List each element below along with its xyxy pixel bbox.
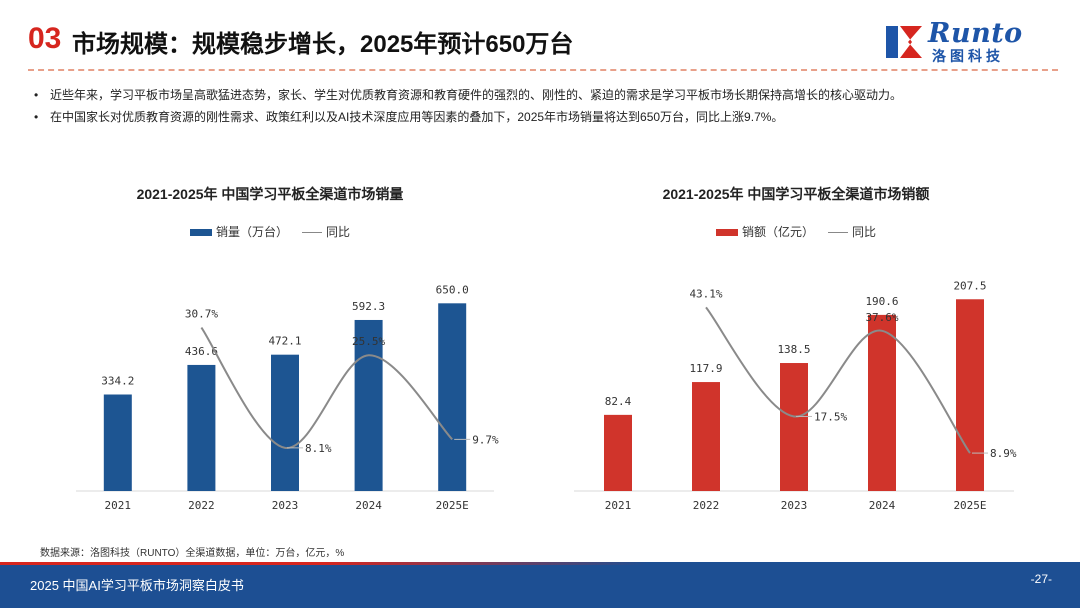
yoy-value-label: 30.7% [185,308,218,321]
bar-value-label: 334.2 [101,374,134,387]
bar [956,299,984,491]
page-header: 03 市场规模：规模稳步增长，2025年预计650万台 Runto 洛图科技 [0,0,1080,80]
logo-brand-text: Runto [928,18,1023,49]
legend-line-swatch [828,232,848,234]
section-number: 03 [28,22,62,55]
bar [604,414,632,491]
bullet-text: 在中国家长对优质教育资源的刚性需求、政策红利以及AI技术深度应用等因素的叠加下，… [50,110,784,124]
yoy-value-label: 43.1% [689,287,722,300]
header-divider [28,69,1058,71]
bar-value-label: 472.1 [268,335,301,348]
page-title: 市场规模：规模稳步增长，2025年预计650万台 [72,31,574,58]
legend-bar-label: 销额（亿元） [741,225,814,239]
bar-value-label: 436.6 [185,345,218,358]
chart-legend: 销额（亿元） 同比 [566,223,1026,240]
chart-plot: 334.2 436.6 472.1 592.3 650.0 30.7% 8.1% 25.5% 9… [76,283,499,512]
x-tick-label: 2022 [693,499,720,512]
bar-value-label: 207.5 [953,279,986,292]
bar [354,319,383,491]
legend-line-label: 同比 [852,225,877,239]
footer-stripe [0,562,1080,565]
x-tick-label: 2023 [781,499,808,512]
yoy-value-label: 8.9% [990,447,1017,460]
x-tick-label: 2025E [436,499,469,512]
sales-volume-chart: 2021-2025年 中国学习平板全渠道市场销量 销量（万台） 同比 334.2 4… [30,170,510,520]
legend-line-label: 同比 [326,225,351,239]
footer-title: 2025 中国AI学习平板市场洞察白皮书 [30,578,244,593]
data-source-note: 数据来源：洛图科技（RUNTO）全渠道数据，单位：万台，亿元，% [40,548,345,559]
chart-title: 2021-2025年 中国学习平板全渠道市场销额 [662,186,930,202]
sales-value-chart: 2021-2025年 中国学习平板全渠道市场销额 销额（亿元） 同比 82.4 11… [566,170,1026,520]
bullet-list: • 近些年来，学习平板市场呈高歌猛进态势，家长、学生对优质教育资源和教育硬件的强… [34,84,1064,128]
bar [780,363,808,491]
yoy-value-label: 37.6% [865,311,898,324]
bar-value-label: 650.0 [436,283,469,296]
bar [692,382,720,491]
bar-value-label: 82.4 [605,395,632,408]
legend-line-swatch [302,232,322,234]
runto-logo: Runto 洛图科技 [884,18,1054,66]
page-number: -27- [1030,572,1052,586]
x-tick-label: 2023 [272,499,299,512]
yoy-value-label: 9.7% [472,433,499,446]
yoy-growth-line [705,306,971,454]
legend-bar-swatch [189,229,212,237]
bar [187,364,216,491]
x-tick-label: 2025E [953,499,986,512]
x-tick-label: 2021 [605,499,632,512]
bullet-dot: • [34,110,39,124]
bullet-text: 近些年来，学习平板市场呈高歌猛进态势，家长、学生对优质教育资源和教育硬件的强烈的… [50,88,903,102]
x-tick-label: 2024 [355,499,382,512]
bar-value-label: 190.6 [865,295,898,308]
bullet-dot: • [34,88,39,102]
bar-value-label: 117.9 [689,362,722,375]
runto-logo-icon [886,26,922,58]
chart-title: 2021-2025年 中国学习平板全渠道市场销量 [136,186,404,202]
legend-bar-swatch [715,229,738,237]
x-tick-label: 2022 [188,499,215,512]
bar [868,314,896,491]
bullet-item: • 在中国家长对优质教育资源的刚性需求、政策红利以及AI技术深度应用等因素的叠加… [34,106,1064,128]
logo-chinese-text: 洛图科技 [932,48,1004,64]
bar [438,303,467,491]
bar-value-label: 138.5 [777,343,810,356]
x-tick-label: 2024 [869,499,896,512]
bar-value-label: 592.3 [352,300,385,313]
yoy-growth-line [200,326,453,449]
bullet-item: • 近些年来，学习平板市场呈高歌猛进态势，家长、学生对优质教育资源和教育硬件的强… [34,84,1064,106]
yoy-value-label: 17.5% [814,410,847,423]
bar [103,394,132,491]
yoy-value-label: 8.1% [305,442,332,455]
bar [271,354,299,491]
yoy-value-label: 25.5% [352,335,385,348]
chart-plot: 82.4 117.9 138.5 190.6 207.5 43.1% 17.5% 37.6% 8… [574,279,1017,512]
page-footer: 2025 中国AI学习平板市场洞察白皮书 -27- [0,562,1080,608]
chart-legend: 销量（万台） 同比 [30,223,510,240]
x-tick-label: 2021 [105,499,132,512]
legend-bar-label: 销量（万台） [215,225,288,239]
